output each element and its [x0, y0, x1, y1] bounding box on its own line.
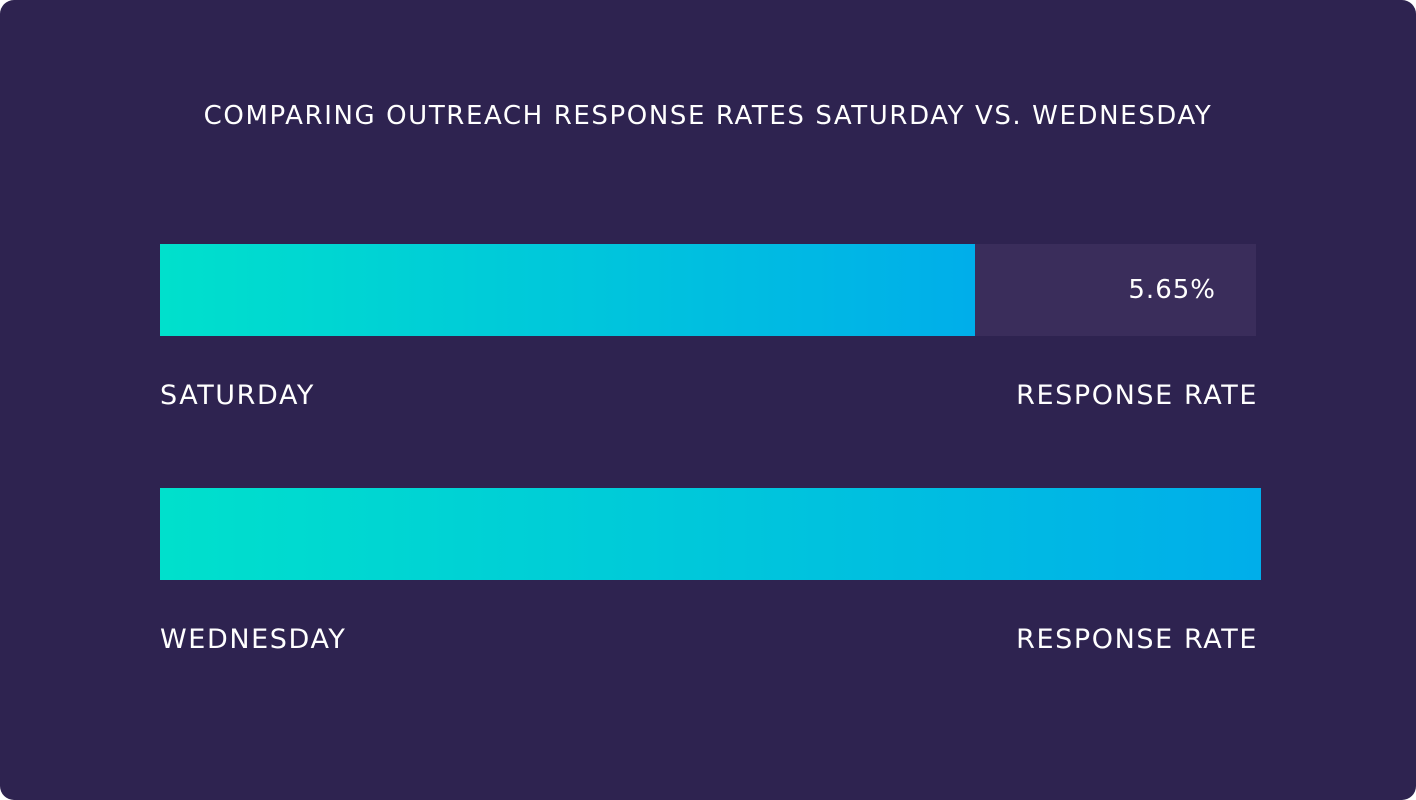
bar-track-wednesday: [160, 488, 1261, 580]
value-label-saturday: 5.65%: [1128, 275, 1216, 305]
category-label-saturday: SATURDAY: [160, 380, 316, 411]
metric-label-saturday: RESPONSE RATE: [1016, 380, 1258, 411]
chart-title: COMPARING OUTREACH RESPONSE RATES SATURD…: [203, 101, 1213, 131]
metric-label-wednesday: RESPONSE RATE: [1016, 624, 1258, 655]
bar-wednesday: [160, 488, 1261, 580]
bar-track-saturday: 5.65%: [160, 244, 1256, 336]
bar-saturday: [160, 244, 975, 336]
category-label-wednesday: WEDNESDAY: [160, 624, 347, 655]
